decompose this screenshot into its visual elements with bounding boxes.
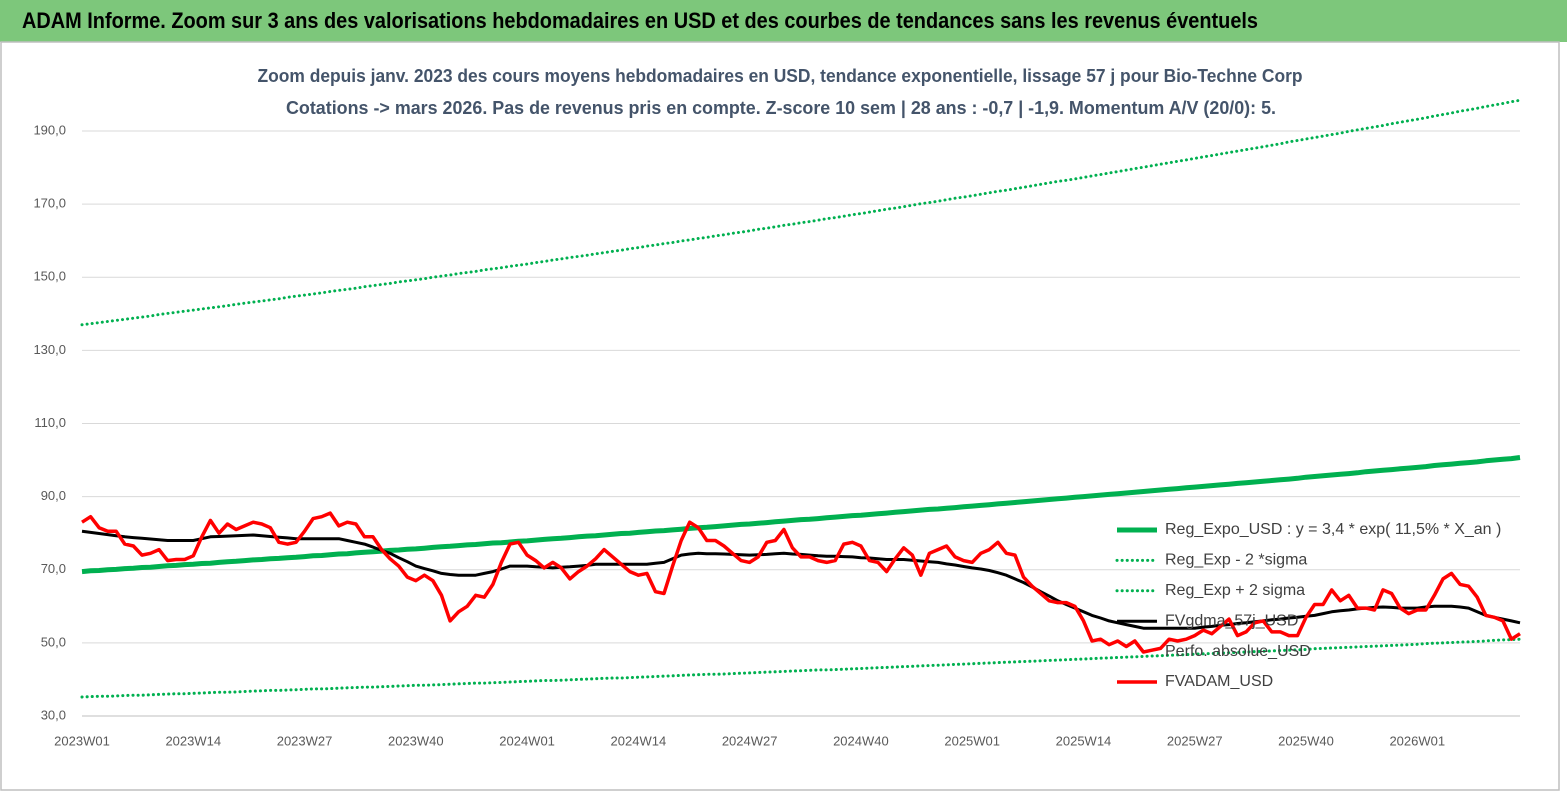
- series-line: [81, 529, 1521, 630]
- chart-border: [0, 41, 1560, 791]
- legend-label: Perfo. absolue_USD: [1165, 643, 1311, 660]
- legend-label: FVgdma_57j_USD: [1165, 612, 1298, 629]
- x-tick-label: 2023W14: [165, 733, 221, 748]
- y-tick-label: 130,0: [33, 342, 66, 357]
- series-line: [80, 98, 1522, 327]
- header-band: [0, 0, 1567, 42]
- x-tick-label: 2025W27: [1167, 733, 1223, 748]
- header-title: ADAM Informe. Zoom sur 3 ans des valoris…: [22, 8, 1258, 33]
- x-tick-label: 2025W14: [1056, 733, 1112, 748]
- x-tick-label: 2024W01: [499, 733, 555, 748]
- series-line: [81, 455, 1521, 575]
- legend-label: Reg_Expo_USD : y = 3,4 * exp( 11,5% * X_…: [1165, 521, 1501, 538]
- y-tick-label: 190,0: [33, 122, 66, 137]
- plot: [80, 98, 1522, 699]
- x-tick-label: 2024W27: [722, 733, 778, 748]
- series-line: [80, 637, 1522, 699]
- x-tick-label: 2024W40: [833, 733, 889, 748]
- x-tick-label: 2023W01: [54, 733, 110, 748]
- grid: 30,0 50,0 70,0 90,0 110,0 130,0 150,0 170,0 190,…: [33, 122, 1520, 748]
- y-tick-label: 150,0: [33, 269, 66, 284]
- y-tick-label: 110,0: [34, 415, 66, 430]
- legend-label: Reg_Exp + 2 sigma: [1165, 582, 1305, 599]
- x-tick-label: 2025W01: [944, 733, 1000, 748]
- legend: Reg_Expo_USD : y = 3,4 * exp( 11,5% * X_…: [1115, 521, 1501, 690]
- y-tick-label: 90,0: [41, 488, 66, 503]
- x-tick-label: 2023W40: [388, 733, 444, 748]
- legend-label: Reg_Exp - 2 *sigma: [1165, 552, 1307, 569]
- x-tick-label: 2025W40: [1278, 733, 1334, 748]
- y-tick-label: 170,0: [33, 196, 66, 211]
- x-tick-label: 2023W27: [277, 733, 333, 748]
- chart-title: Zoom depuis janv. 2023 des cours moyens …: [258, 66, 1303, 86]
- legend-label: FVADAM_USD: [1165, 673, 1273, 690]
- chart-subtitle: Cotations -> mars 2026. Pas de revenus p…: [286, 98, 1276, 118]
- x-tick-label: 2024W14: [611, 733, 667, 748]
- x-tick-label: 2026W01: [1389, 733, 1445, 748]
- series-line: [81, 511, 1521, 654]
- y-tick-label: 30,0: [41, 707, 66, 722]
- y-tick-label: 50,0: [41, 634, 66, 649]
- y-tick-label: 70,0: [41, 561, 66, 576]
